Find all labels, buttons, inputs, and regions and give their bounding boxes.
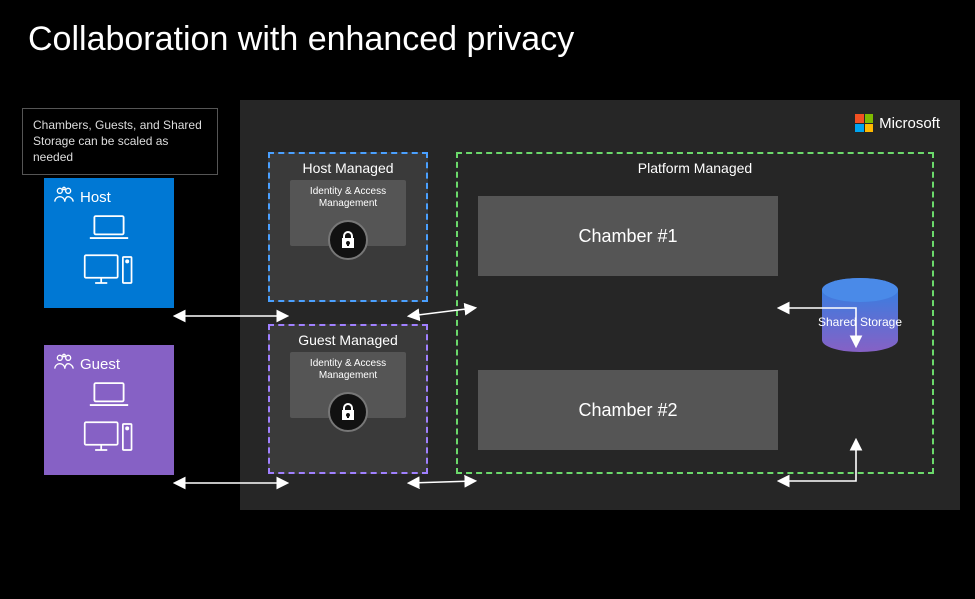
microsoft-logo: Microsoft	[855, 114, 940, 132]
people-icon	[54, 186, 74, 208]
microsoft-logo-text: Microsoft	[879, 115, 940, 132]
guest-label: Guest	[80, 356, 120, 373]
lock-icon	[328, 392, 368, 432]
shared-storage: Shared Storage	[812, 274, 908, 381]
host-managed-label: Host Managed	[270, 154, 426, 180]
platform-managed-box: Platform Managed Chamber #1 Chamber #2 S…	[456, 152, 934, 474]
chamber-1: Chamber #1	[478, 196, 778, 276]
storage-label: Shared Storage	[812, 315, 908, 329]
platform-container: Microsoft Host Managed Identity & Access…	[240, 100, 960, 510]
microsoft-logo-icon	[855, 114, 873, 132]
platform-managed-label: Platform Managed	[458, 154, 932, 182]
host-managed-box: Host Managed Identity & Access Managemen…	[268, 152, 428, 302]
people-icon	[54, 353, 74, 375]
guest-iam-block: Identity & Access Management	[290, 352, 406, 418]
host-iam-text: Identity & Access Management	[310, 186, 386, 209]
lock-icon	[328, 220, 368, 260]
host-iam-block: Identity & Access Management	[290, 180, 406, 246]
guest-party: Guest	[44, 345, 174, 475]
guest-managed-label: Guest Managed	[270, 326, 426, 352]
host-label: Host	[80, 189, 111, 206]
chamber-2: Chamber #2	[478, 370, 778, 450]
guest-iam-text: Identity & Access Management	[310, 358, 386, 381]
host-party: Host	[44, 178, 174, 308]
laptop-icon	[88, 381, 130, 414]
laptop-icon	[88, 214, 130, 247]
page-title: Collaboration with enhanced privacy	[0, 0, 975, 73]
guest-managed-box: Guest Managed Identity & Access Manageme…	[268, 324, 428, 474]
desktop-icon	[83, 420, 135, 459]
scaling-note: Chambers, Guests, and Shared Storage can…	[22, 108, 218, 175]
desktop-icon	[83, 253, 135, 292]
